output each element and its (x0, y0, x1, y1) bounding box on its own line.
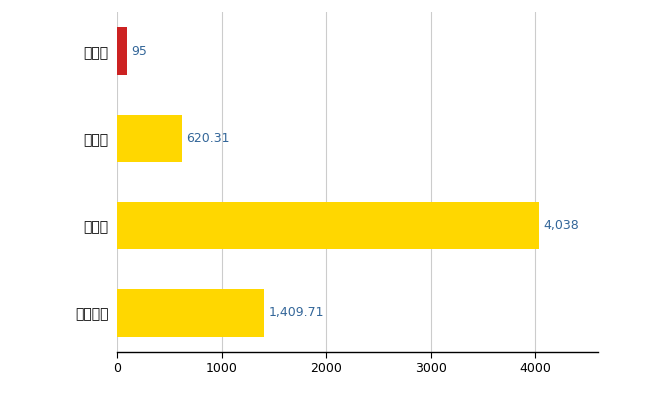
Text: 620.31: 620.31 (186, 132, 229, 145)
Bar (117, 289, 265, 336)
Bar (117, 114, 182, 162)
Text: 4,038: 4,038 (543, 219, 579, 232)
Bar (117, 28, 127, 75)
Text: 95: 95 (131, 45, 147, 58)
Text: 1,409.71: 1,409.71 (268, 306, 324, 319)
Bar (117, 202, 540, 250)
